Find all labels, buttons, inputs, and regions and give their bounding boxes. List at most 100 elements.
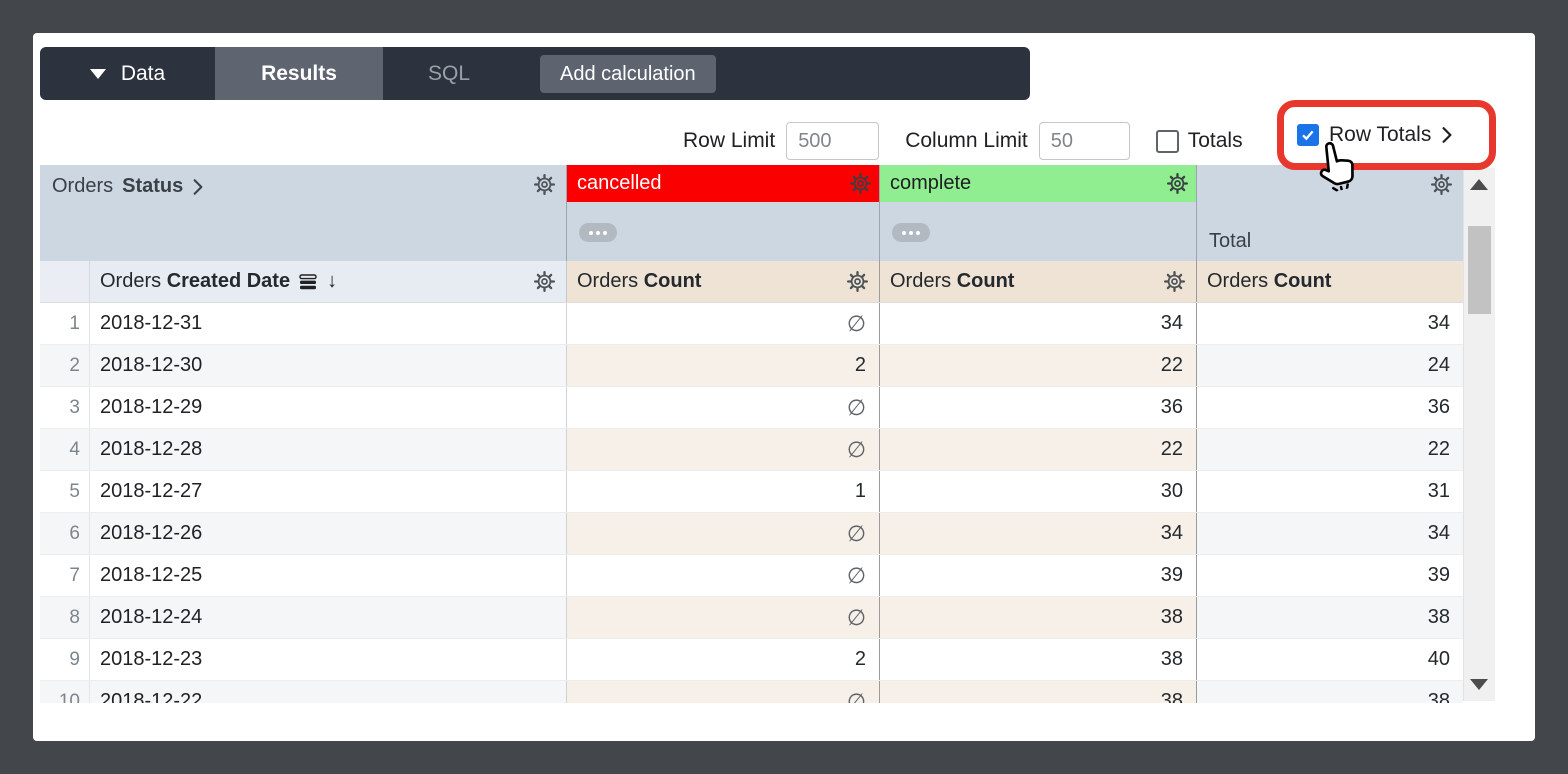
row-total-header-cell: Total — [1197, 165, 1463, 261]
scroll-down-arrow-icon[interactable] — [1470, 679, 1488, 690]
column-limit-input[interactable] — [1038, 122, 1130, 160]
measure-name: Count — [1273, 270, 1332, 292]
cancelled-count-cell: ∅ — [567, 681, 880, 703]
table-row: 9 2018-12-23 2 38 40 — [40, 639, 1463, 681]
table-row: 5 2018-12-27 1 30 31 — [40, 471, 1463, 513]
chevron-right-icon — [193, 178, 203, 195]
complete-count-cell: 22 — [880, 429, 1197, 470]
date-cell: 2018-12-26 — [90, 513, 567, 554]
totals-label: Totals — [1187, 129, 1243, 152]
pivot-field-name: Status — [122, 175, 184, 197]
data-section-toggle[interactable]: Data — [40, 47, 215, 100]
sort-descending-icon: ↓ — [327, 270, 338, 292]
column-limit-label: Column Limit — [905, 129, 1028, 152]
gear-icon[interactable] — [849, 172, 872, 195]
row-limit-input[interactable] — [786, 122, 880, 160]
pivot-header-row: Orders Status — [40, 165, 1463, 261]
cancelled-count-cell: ∅ — [567, 513, 880, 554]
table-row: 10 2018-12-22 ∅ 38 38 — [40, 681, 1463, 703]
row-limit-label: Row Limit — [683, 129, 776, 152]
ellipsis-menu-button[interactable] — [579, 223, 617, 242]
gear-icon[interactable] — [846, 270, 869, 293]
cancelled-count-cell: ∅ — [567, 303, 880, 344]
dimension-header[interactable]: Orders Created Date ↓ — [90, 261, 567, 302]
gear-icon[interactable] — [1166, 172, 1189, 195]
chevron-right-icon — [1442, 127, 1452, 143]
explorer-panel: Data Results SQL Add calculation Row Lim… — [33, 33, 1535, 741]
measure-prefix: Orders — [577, 270, 639, 292]
gear-icon[interactable] — [533, 173, 556, 196]
row-number-header — [40, 261, 90, 302]
tab-sql[interactable]: SQL — [427, 61, 471, 85]
date-cell: 2018-12-24 — [90, 597, 567, 638]
gear-icon[interactable] — [533, 270, 556, 293]
cancelled-count-cell: ∅ — [567, 429, 880, 470]
total-count-cell: 38 — [1197, 681, 1463, 703]
gear-icon[interactable] — [1430, 173, 1453, 196]
pivot-value-complete[interactable]: complete — [880, 165, 1196, 202]
total-count-cell: 31 — [1427, 480, 1450, 502]
measure-header-total[interactable]: Orders Count — [1197, 261, 1463, 302]
row-number: 10 — [40, 681, 90, 703]
row-number: 4 — [40, 429, 90, 470]
caret-down-icon — [89, 68, 106, 79]
row-number: 9 — [40, 639, 90, 680]
row-totals-label: Row Totals — [1329, 123, 1432, 146]
table-row: 2 2018-12-30 2 22 24 — [40, 345, 1463, 387]
ellipsis-menu-button[interactable] — [892, 223, 930, 242]
gear-icon[interactable] — [1163, 270, 1186, 293]
date-cell: 2018-12-27 — [90, 471, 567, 512]
scrollbar-thumb[interactable] — [1468, 226, 1491, 314]
table-row: 4 2018-12-28 ∅ 22 22 — [40, 429, 1463, 471]
dimension-prefix: Orders — [100, 270, 162, 292]
results-table: Orders Status — [40, 165, 1463, 703]
cancelled-count-cell: 2 — [567, 639, 880, 680]
total-count-cell: 24 — [1197, 345, 1463, 386]
pivot-field-prefix: Orders — [52, 175, 114, 197]
scroll-up-arrow-icon[interactable] — [1470, 179, 1488, 190]
measure-name: Count — [956, 270, 1015, 292]
table-row: 3 2018-12-29 ∅ 36 36 — [40, 387, 1463, 429]
dimension-name: Created Date — [166, 270, 291, 292]
row-number: 8 — [40, 597, 90, 638]
complete-count-cell: 34 — [880, 303, 1197, 344]
complete-count-cell: 34 — [880, 513, 1197, 554]
row-number: 5 — [40, 471, 90, 512]
cancelled-count-cell: 1 — [567, 471, 880, 512]
total-count-cell: 38 — [1197, 597, 1463, 638]
table-row: 8 2018-12-24 ∅ 38 38 — [40, 597, 1463, 639]
date-cell: 2018-12-22 — [90, 681, 567, 703]
date-cell: 2018-12-29 — [90, 387, 567, 428]
pivot-value-complete-cell: complete — [880, 165, 1197, 261]
total-count-cell: 34 — [1427, 312, 1450, 334]
date-cell: 2018-12-23 — [90, 639, 567, 680]
total-column-label: Total — [1209, 230, 1252, 252]
complete-count-cell: 39 — [880, 555, 1197, 596]
date-cell: 2018-12-28 — [90, 429, 567, 470]
cancelled-count-cell: 2 — [567, 345, 880, 386]
measure-header-cancelled[interactable]: Orders Count — [567, 261, 880, 302]
totals-checkbox[interactable] — [1155, 129, 1179, 153]
complete-count-cell: 38 — [880, 597, 1197, 638]
data-section-label: Data — [120, 61, 166, 85]
result-controls: Row Limit Column Limit Totals — [683, 115, 1254, 167]
row-totals-checkbox[interactable] — [1297, 124, 1319, 146]
row-number: 7 — [40, 555, 90, 596]
measure-name: Count — [643, 270, 702, 292]
measure-prefix: Orders — [1207, 270, 1269, 292]
complete-count-cell: 38 — [880, 639, 1197, 680]
total-count-cell: 22 — [1197, 429, 1463, 470]
pivot-value-cancelled[interactable]: cancelled — [567, 165, 879, 202]
pivot-value-complete-label: complete — [890, 172, 972, 194]
complete-count-cell: 38 — [880, 681, 1197, 703]
add-calculation-button[interactable]: Add calculation — [540, 55, 716, 93]
pivot-field-header[interactable]: Orders Status — [40, 165, 567, 261]
table-row: 7 2018-12-25 ∅ 39 39 — [40, 555, 1463, 597]
vertical-scrollbar[interactable] — [1463, 168, 1495, 701]
measure-header-complete[interactable]: Orders Count — [880, 261, 1197, 302]
subtotal-bars-icon — [299, 273, 317, 289]
tab-results[interactable]: Results — [215, 47, 383, 100]
total-count-cell: 39 — [1427, 564, 1450, 586]
complete-count-cell: 22 — [880, 345, 1197, 386]
row-number: 2 — [40, 345, 90, 386]
